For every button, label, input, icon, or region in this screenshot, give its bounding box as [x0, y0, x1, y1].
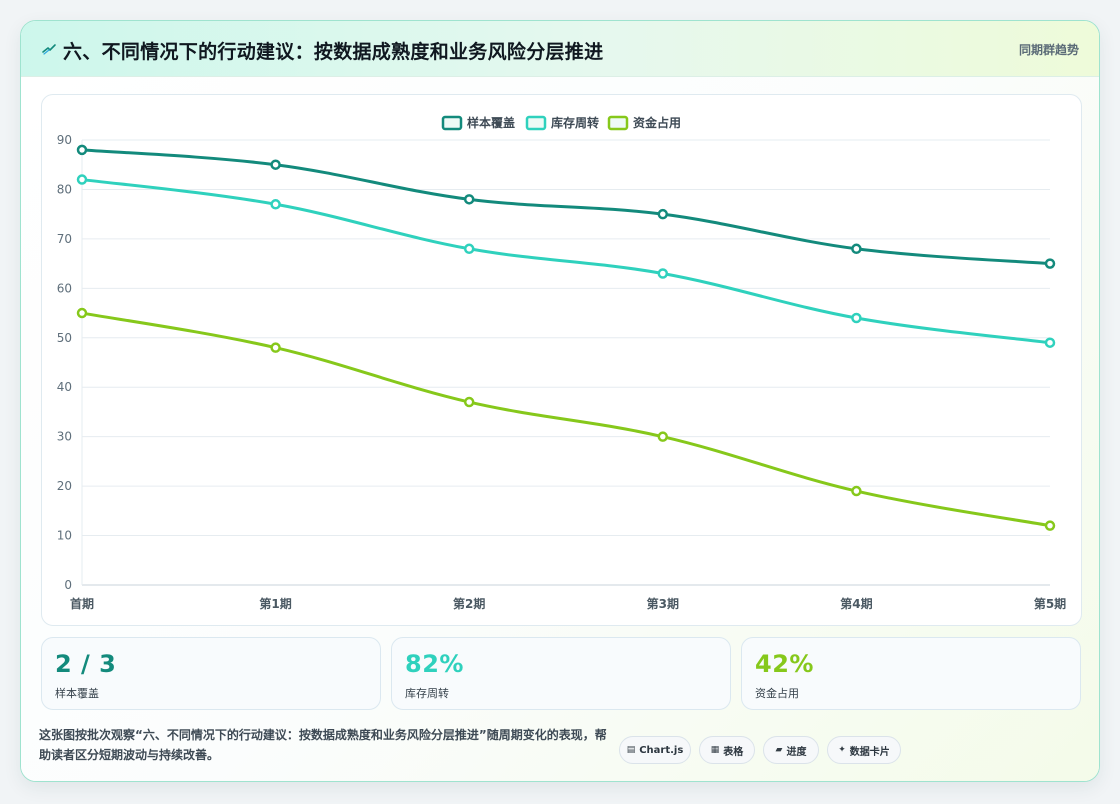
y-tick-label: 60 — [57, 281, 72, 295]
badge-label: 表格 — [723, 746, 744, 758]
badge-chartjs[interactable]: ▤ Chart.js — [619, 736, 691, 764]
data-point — [851, 243, 862, 255]
page-title: 六、不同情况下的行动建议：按数据成熟度和业务风险分层推进 — [63, 41, 604, 63]
badge-label: 数据卡片 — [849, 746, 890, 758]
series-line — [80, 148, 1052, 266]
y-tick-label: 40 — [57, 380, 72, 394]
chart-card: 六、不同情况下的行动建议：按数据成熟度和业务风险分层推进 同期群趋势 0 10 20… — [20, 20, 1100, 782]
data-point — [463, 194, 475, 205]
badge-table[interactable]: ▦ 表格 — [699, 736, 755, 764]
x-tick-label: 第4期 — [840, 596, 872, 611]
data-point — [851, 485, 862, 497]
kpi-label: 样本覆盖 — [55, 687, 99, 700]
x-tick-label: 第3期 — [647, 596, 679, 611]
data-point — [1044, 258, 1056, 269]
line-chart: 0 10 20 30 40 50 60 70 80 90 首期 第1期 第2期 第3期 第4期 第5期 样本覆盖… — [57, 115, 1066, 611]
data-point — [657, 431, 669, 442]
progress-icon: ▰ — [775, 745, 783, 755]
data-point — [1044, 337, 1056, 348]
data-point — [270, 159, 281, 170]
trend-icon — [42, 44, 56, 55]
y-tick-label: 0 — [64, 578, 72, 592]
chart-subtitle: 同期群趋势 — [1018, 43, 1079, 57]
data-point — [270, 342, 281, 353]
kpi-value: 42% — [755, 650, 814, 678]
data-point — [851, 312, 862, 324]
y-tick-label: 10 — [57, 529, 72, 543]
data-point — [463, 243, 475, 255]
badge-label: Chart.js — [639, 744, 684, 756]
data-point — [76, 174, 88, 185]
data-point — [657, 268, 669, 279]
data-point — [657, 208, 669, 220]
kpi-card-sample-coverage: 2 / 3 样本覆盖 — [41, 637, 381, 710]
data-point — [463, 396, 475, 408]
sparkle-icon: ✦ — [838, 745, 846, 755]
chart-panel: 0 10 20 30 40 50 60 70 80 90 首期 第1期 第2期 第3期 第4期 第5期 样本覆盖… — [41, 94, 1082, 626]
kpi-value: 2 / 3 — [55, 650, 117, 678]
kpi-card-capital-occupation: 42% 资金占用 — [741, 637, 1081, 710]
y-tick-label: 20 — [57, 479, 72, 493]
legend-swatch — [441, 115, 463, 131]
x-tick-label: 首期 — [70, 596, 94, 611]
y-tick-label: 90 — [57, 133, 72, 147]
y-tick-label: 50 — [57, 331, 72, 345]
table-icon: ▦ — [710, 745, 720, 755]
x-tick-label: 第2期 — [453, 596, 485, 611]
card-header: 六、不同情况下的行动建议：按数据成熟度和业务风险分层推进 同期群趋势 — [21, 21, 1099, 77]
x-tick-label: 第1期 — [259, 596, 291, 611]
data-point — [76, 307, 88, 319]
data-point — [76, 144, 88, 156]
badge-label: 进度 — [786, 746, 807, 758]
legend-swatch — [525, 115, 547, 131]
legend-label: 库存周转 — [551, 115, 599, 130]
badge-data-card[interactable]: ✦ 数据卡片 — [827, 736, 901, 764]
chart-icon: ▤ — [626, 745, 636, 755]
series-line — [80, 178, 1052, 345]
kpi-value: 82% — [405, 650, 464, 678]
badge-progress[interactable]: ▰ 进度 — [763, 736, 819, 764]
series-line — [80, 311, 1052, 528]
data-point — [270, 199, 281, 210]
x-tick-label: 第5期 — [1034, 596, 1066, 611]
data-point — [1044, 520, 1056, 531]
legend-label: 资金占用 — [633, 115, 681, 130]
y-tick-label: 30 — [57, 430, 72, 444]
y-tick-label: 70 — [57, 232, 72, 246]
kpi-label: 资金占用 — [755, 687, 799, 700]
kpi-label: 库存周转 — [405, 687, 449, 700]
y-tick-label: 80 — [57, 182, 72, 196]
chart-description: 这张图按批次观察“六、不同情况下的行动建议：按数据成熟度和业务风险分层推进”随周… — [39, 728, 607, 762]
kpi-card-inventory-turnover: 82% 库存周转 — [391, 637, 731, 710]
legend-label: 样本覆盖 — [467, 115, 515, 130]
legend-swatch — [607, 115, 629, 131]
